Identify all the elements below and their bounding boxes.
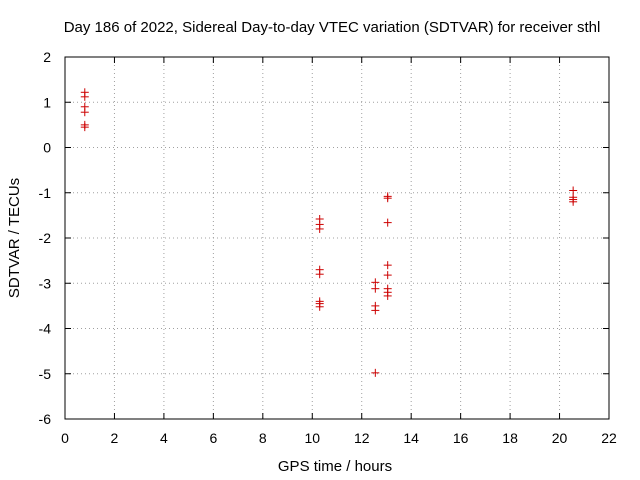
grid <box>65 57 609 419</box>
x-axis-label: GPS time / hours <box>278 458 392 475</box>
chart-title: Day 186 of 2022, Sidereal Day-to-day VTE… <box>64 19 601 36</box>
data-point <box>569 186 578 195</box>
x-tick-label: 22 <box>601 430 617 446</box>
data-point <box>569 197 578 206</box>
x-tick-label: 12 <box>354 430 370 446</box>
y-tick-label: -4 <box>39 321 52 337</box>
y-tick-label: 2 <box>43 49 51 65</box>
data-point <box>80 108 89 117</box>
data-point <box>371 368 380 377</box>
x-tick-label: 20 <box>552 430 568 446</box>
x-tick-label: 6 <box>209 430 217 446</box>
x-tick-label: 10 <box>304 430 320 446</box>
y-tick-label: -6 <box>39 411 52 427</box>
data-point <box>383 261 392 270</box>
y-tick-label: -2 <box>39 230 52 246</box>
data-point <box>315 302 324 311</box>
x-tick-label: 4 <box>160 430 168 446</box>
y-tick-label: -5 <box>39 366 52 382</box>
x-tick-label: 16 <box>453 430 469 446</box>
data-point <box>383 194 392 203</box>
y-tick-label: -3 <box>39 275 52 291</box>
x-tick-label: 18 <box>502 430 518 446</box>
data-point <box>80 123 89 132</box>
data-point <box>315 270 324 279</box>
data-point <box>383 271 392 280</box>
data-point <box>80 92 89 101</box>
x-tick-label: 8 <box>259 430 267 446</box>
data-point <box>371 284 380 293</box>
data-point <box>371 306 380 315</box>
data-point <box>315 224 324 233</box>
y-axis-label: SDTVAR / TECUs <box>6 178 23 298</box>
x-tick-label: 2 <box>111 430 119 446</box>
y-tick-label: 0 <box>43 140 51 156</box>
data-points <box>80 88 578 377</box>
x-tick-label: 14 <box>403 430 419 446</box>
y-tick-label: 1 <box>43 94 51 110</box>
y-tick-label: -1 <box>39 185 52 201</box>
data-point <box>383 291 392 300</box>
x-tick-label: 0 <box>61 430 69 446</box>
data-point <box>383 218 392 227</box>
